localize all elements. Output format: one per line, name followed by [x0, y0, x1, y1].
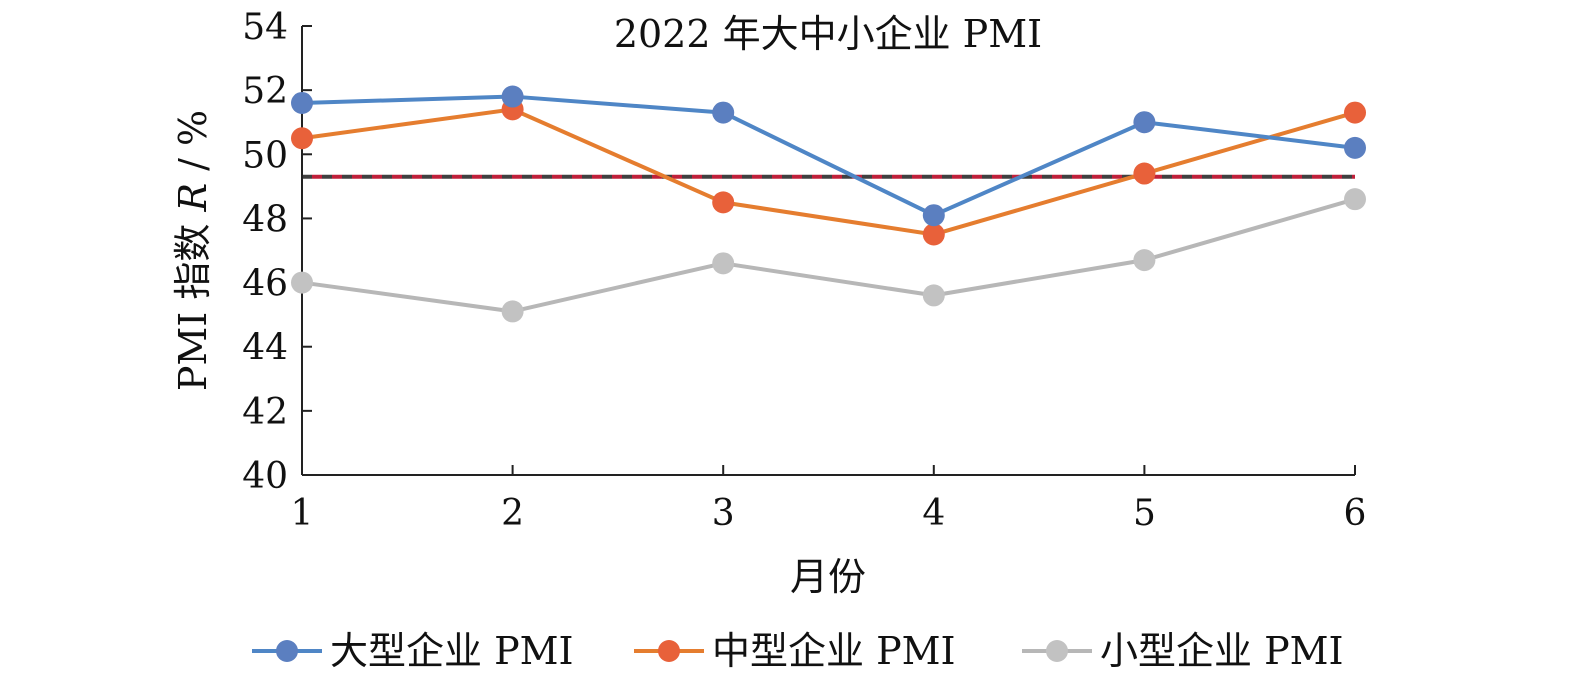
series-1-point — [922, 204, 945, 227]
y-tick-label: 46 — [242, 264, 288, 305]
series-1-point — [501, 85, 524, 108]
series-2-point — [922, 223, 945, 246]
series-3-point — [291, 271, 313, 294]
legend-item-3: 小型企业 PMI — [1022, 629, 1344, 673]
x-tick-label: 3 — [712, 493, 735, 534]
series-3-point — [712, 252, 735, 275]
x-tick-label: 1 — [291, 493, 314, 534]
x-axis-title: 月份 — [790, 555, 866, 599]
legend-marker — [1046, 640, 1068, 662]
series-line-3 — [301, 197, 1356, 314]
y-tick-label: 42 — [242, 392, 288, 433]
legend-label: 中型企业 PMI — [712, 629, 956, 673]
series-layer — [291, 85, 1366, 323]
legend-label: 小型企业 PMI — [1100, 629, 1344, 673]
series-1-point — [712, 101, 735, 124]
y-tick-label: 52 — [242, 71, 288, 112]
legend-item-2: 中型企业 PMI — [634, 629, 956, 673]
legend-label: 大型企业 PMI — [330, 629, 574, 673]
legend-marker — [276, 640, 298, 662]
series-3-point — [501, 300, 524, 323]
series-2-point — [1133, 162, 1156, 185]
series-1-point — [1133, 111, 1156, 134]
chart-title: 2022 年大中小企业 PMI — [614, 12, 1042, 56]
legend: 大型企业 PMI 中型企业 PMI 小型企业 PMI — [252, 629, 1344, 673]
x-tick-label: 2 — [501, 493, 524, 534]
series-line-2 — [301, 107, 1356, 237]
y-tick-label: 44 — [242, 328, 288, 369]
series-2-point — [1344, 101, 1366, 124]
y-tick-label: 40 — [242, 456, 288, 497]
series-1-point — [291, 91, 313, 114]
labels-layer: 40 42 44 46 48 50 52 54 1 2 3 4 5 6 2022 年大中小企业 PMI 月份 P… — [171, 7, 1366, 599]
series-2-point — [291, 127, 313, 150]
series-3-point — [1344, 188, 1366, 211]
y-tick-label: 50 — [242, 135, 288, 176]
x-tick-label: 5 — [1133, 493, 1156, 534]
series-2-point — [712, 191, 735, 214]
x-tick-label: 6 — [1344, 493, 1367, 534]
series-3-point — [922, 284, 945, 307]
legend-marker — [658, 640, 680, 662]
series-line-1 — [301, 94, 1356, 218]
legend-item-1: 大型企业 PMI — [252, 629, 574, 673]
x-tick-label: 4 — [922, 493, 945, 534]
y-tick-label: 48 — [242, 199, 288, 240]
y-tick-label: 54 — [242, 7, 288, 48]
series-3-point — [1133, 249, 1156, 272]
series-1-point — [1344, 136, 1366, 159]
axes-layer — [301, 25, 1356, 476]
y-axis-title: PMI 指数 R / % — [171, 110, 215, 391]
